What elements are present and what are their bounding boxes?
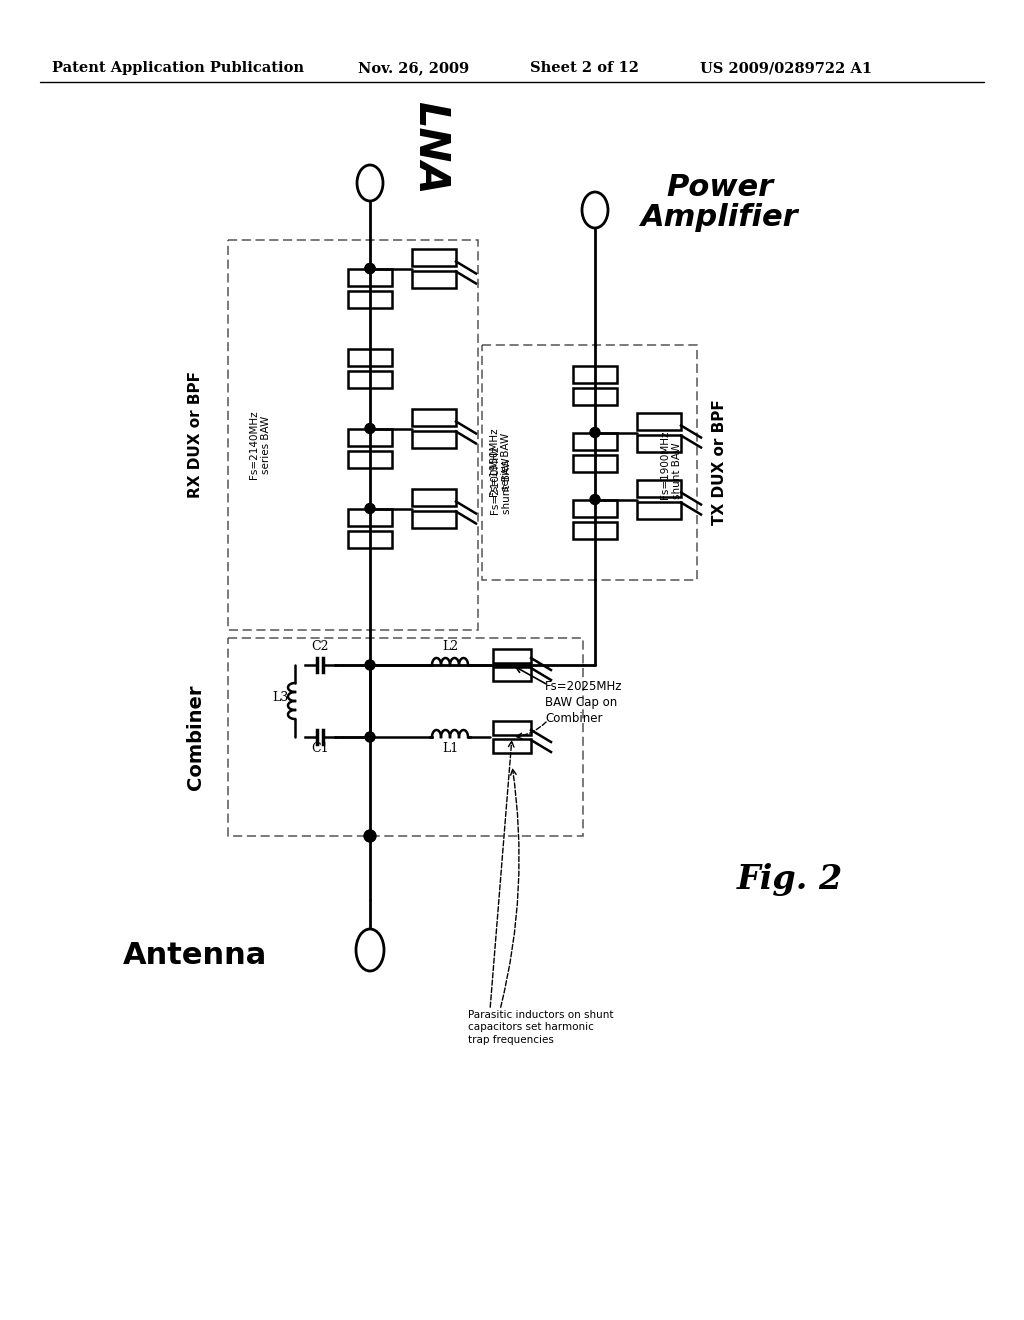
Bar [637,480,681,498]
Circle shape [365,424,375,433]
Bar [573,366,617,383]
Bar [348,348,392,366]
Bar [493,649,531,663]
Text: TX DUX or BPF: TX DUX or BPF [713,399,727,525]
Bar [637,502,681,519]
Text: Combiner: Combiner [186,684,206,789]
Circle shape [365,660,375,671]
Bar [637,413,681,430]
Text: Fs=1900MHz
shunt BAW: Fs=1900MHz shunt BAW [660,430,682,499]
Circle shape [365,264,375,273]
Ellipse shape [357,165,383,201]
Text: Power: Power [667,173,773,202]
Bar [348,531,392,548]
Text: L1: L1 [442,742,458,755]
Text: Fig. 2: Fig. 2 [737,863,843,896]
Ellipse shape [356,929,384,972]
Text: Amplifier: Amplifier [641,203,799,232]
Text: L2: L2 [442,640,458,653]
Bar [573,499,617,516]
Text: Nov. 26, 2009: Nov. 26, 2009 [358,61,469,75]
Text: C2: C2 [311,640,329,653]
Ellipse shape [582,191,608,228]
Bar [412,409,456,426]
Text: Fs=1950MHz
series BAW: Fs=1950MHz series BAW [488,428,511,496]
Text: Fs=2140MHz
series BAW: Fs=2140MHz series BAW [249,411,271,479]
Circle shape [365,733,375,742]
Text: C1: C1 [311,742,329,755]
Bar [573,433,617,450]
Bar [412,432,456,447]
Circle shape [365,503,375,513]
Bar [573,388,617,404]
Text: Antenna: Antenna [123,940,267,969]
Bar [412,249,456,267]
Text: Fs=2025MHz
BAW Cap on
Combiner: Fs=2025MHz BAW Cap on Combiner [545,680,623,725]
Bar [412,271,456,288]
Bar [482,345,697,579]
Bar [348,450,392,467]
Bar [412,511,456,528]
Bar [493,667,531,681]
Bar [573,454,617,471]
Text: Parasitic inductors on shunt
capacitors set harmonic
trap frequencies: Parasitic inductors on shunt capacitors … [468,1010,613,1045]
Text: US 2009/0289722 A1: US 2009/0289722 A1 [700,61,872,75]
Text: L3: L3 [272,690,288,704]
Bar [348,371,392,388]
Text: Sheet 2 of 12: Sheet 2 of 12 [530,61,639,75]
Bar [348,429,392,446]
Text: Fs=2100MHz
shunt BAW: Fs=2100MHz shunt BAW [490,446,512,515]
Bar [228,638,583,836]
Bar [348,290,392,308]
Bar [348,508,392,525]
Bar [228,240,478,630]
Bar [348,268,392,285]
Bar [493,739,531,752]
Circle shape [364,830,376,842]
Circle shape [590,495,600,504]
Text: Patent Application Publication: Patent Application Publication [52,61,304,75]
Bar [412,488,456,506]
Bar [573,521,617,539]
Text: RX DUX or BPF: RX DUX or BPF [188,371,204,499]
Circle shape [590,428,600,437]
Text: LNA: LNA [409,102,451,195]
Bar [637,436,681,451]
Bar [493,721,531,735]
Circle shape [365,264,375,273]
